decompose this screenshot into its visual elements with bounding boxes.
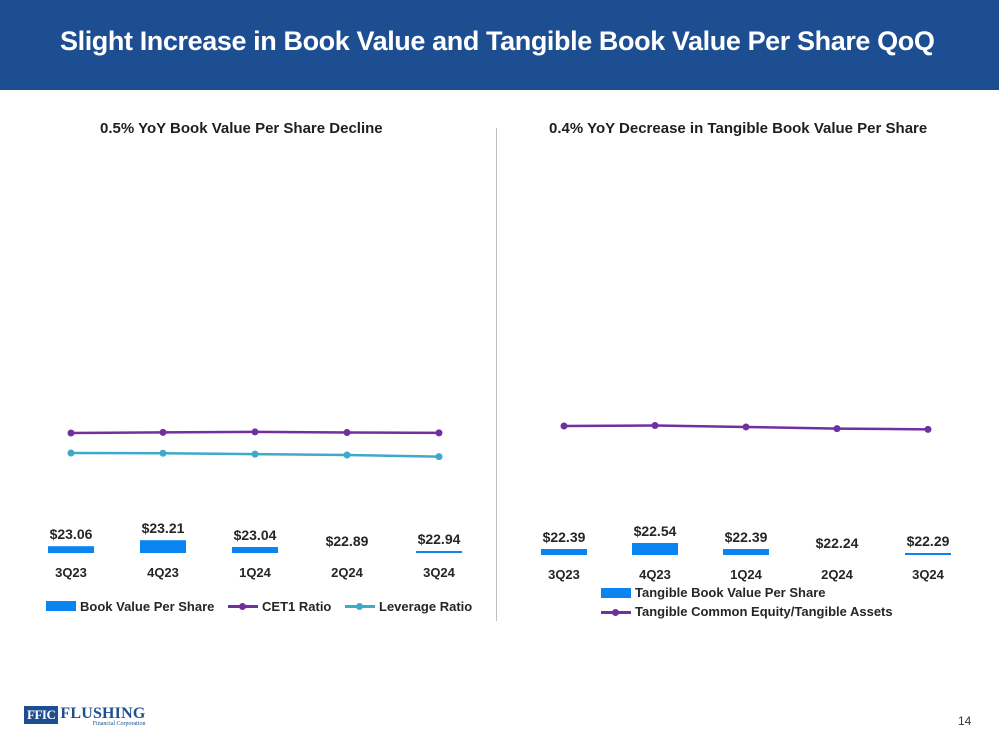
x-tick-label: 3Q24	[423, 565, 456, 580]
x-tick-label: 2Q24	[331, 565, 364, 580]
left-chart-legend: Book Value Per Share CET1 Ratio Leverage…	[46, 597, 482, 615]
line-point	[343, 429, 351, 437]
line-value-label: 10.22%	[325, 407, 370, 422]
line-value-label: 8.47%	[145, 468, 182, 483]
x-tick-label: 3Q23	[548, 567, 580, 582]
line-point	[435, 429, 443, 437]
x-tick-label: 3Q23	[55, 565, 87, 580]
right-chart-title: 0.4% YoY Decrease in Tangible Book Value…	[549, 120, 928, 137]
line-value-label: 7.91%	[421, 472, 458, 487]
company-logo: FFIC FLUSHING Financial Corporation	[24, 706, 146, 728]
bar-value-label: $23.06	[50, 526, 93, 542]
line-value-label: 10.25%	[141, 406, 186, 421]
bar-value-label: $22.89	[326, 533, 369, 549]
legend-label: CET1 Ratio	[262, 598, 332, 614]
line-value-label: 7.00%	[910, 404, 947, 419]
legend-item-leverage: Leverage Ratio	[345, 597, 472, 615]
line-point	[651, 422, 659, 430]
page-title: Slight Increase in Book Value and Tangib…	[60, 26, 935, 56]
legend-label: Book Value Per Share	[80, 598, 215, 614]
line-point	[251, 450, 259, 458]
bar	[541, 549, 587, 555]
bar	[905, 553, 951, 555]
bar-value-label: $23.04	[234, 527, 277, 543]
line-value-label: 7.12%	[819, 404, 856, 419]
bar-value-label: $22.94	[418, 531, 461, 547]
line-value-label: 8.32%	[237, 469, 274, 484]
legend-swatch-line	[228, 601, 259, 611]
line-value-label: 7.40%	[728, 402, 765, 417]
legend-swatch-line	[345, 601, 375, 611]
x-tick-label: 4Q23	[147, 565, 179, 580]
legend-item-tce-ta: Tangible Common Equity/Tangible Assets	[601, 603, 893, 621]
left-chart-title: 0.5% YoY Book Value Per Share Decline	[100, 120, 383, 137]
x-tick-label: 2Q24	[821, 567, 854, 582]
legend-swatch-bar	[601, 588, 631, 598]
bar	[140, 540, 186, 553]
bar	[48, 546, 94, 553]
line-point	[159, 428, 167, 436]
logo-subtitle: Financial Corporation	[92, 721, 146, 727]
bar-value-label: $22.39	[543, 529, 586, 545]
line-point	[833, 425, 841, 433]
bar	[232, 547, 278, 553]
legend-label: Tangible Common Equity/Tangible Assets	[635, 604, 893, 619]
line-value-label: 10.14%	[49, 407, 94, 422]
bar-value-label: $22.29	[907, 533, 950, 549]
right-chart-legend: Tangible Book Value Per Share Tangible C…	[601, 584, 903, 622]
x-tick-label: 1Q24	[239, 565, 272, 580]
legend-label: Tangible Book Value Per Share	[635, 585, 826, 600]
line-value-label: 10.16%	[417, 407, 462, 422]
legend-item-cet1: CET1 Ratio	[228, 597, 331, 615]
line-point	[159, 449, 167, 457]
bar-value-label: $22.54	[634, 523, 677, 539]
line-value-label: 10.32%	[233, 406, 278, 421]
page-number: 14	[958, 714, 972, 728]
bar	[416, 551, 462, 553]
line-point	[435, 453, 443, 461]
line-point	[251, 428, 259, 436]
bar-value-label: $22.39	[725, 529, 768, 545]
x-tick-label: 1Q24	[730, 567, 763, 582]
line-value-label: 7.64%	[637, 401, 674, 416]
x-tick-label: 3Q24	[912, 567, 945, 582]
legend-swatch-line	[601, 607, 631, 617]
x-tick-label: 4Q23	[639, 567, 671, 582]
line-point	[742, 423, 750, 431]
line-value-label: 7.56%	[546, 401, 583, 416]
legend-item-book-value: Book Value Per Share	[46, 597, 214, 615]
logo-mark: FFIC	[24, 706, 59, 724]
line-point	[343, 451, 351, 459]
bar-value-label: $23.21	[142, 520, 185, 536]
line-point	[67, 449, 75, 457]
chart-divider	[496, 128, 497, 621]
legend-label: Leverage Ratio	[379, 598, 473, 614]
logo-wordmark: FLUSHING	[60, 705, 146, 722]
line-point	[560, 422, 568, 430]
bar-value-label: $22.24	[816, 535, 859, 551]
line-point	[67, 429, 75, 437]
legend-swatch-bar	[46, 601, 76, 611]
title-banner: Slight Increase in Book Value and Tangib…	[0, 0, 999, 90]
bar	[723, 549, 769, 555]
legend-item-tangible-book-value: Tangible Book Value Per Share	[601, 584, 826, 602]
line-value-label: 8.51%	[53, 468, 90, 483]
bar	[632, 543, 678, 555]
line-point	[924, 425, 932, 433]
line-value-label: 8.18%	[329, 470, 366, 485]
